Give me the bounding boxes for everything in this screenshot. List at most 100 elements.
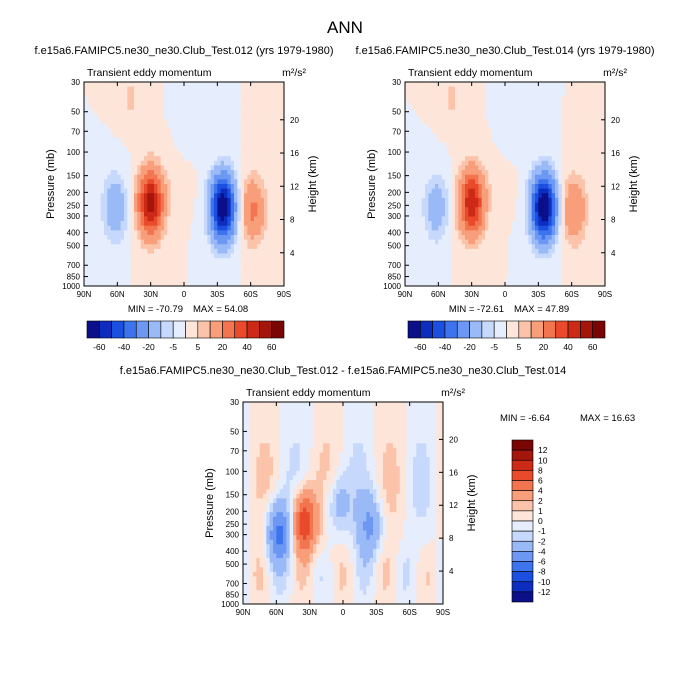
heatmap-cell	[257, 119, 262, 125]
heatmap-cell	[468, 133, 473, 139]
heatmap-cell	[475, 184, 479, 190]
heatmap-cell	[147, 123, 152, 129]
heatmap-cell	[114, 253, 118, 259]
heatmap-cell	[581, 211, 586, 217]
heatmap-cell	[134, 188, 138, 194]
heatmap-cell	[270, 160, 275, 166]
heatmap-cell	[114, 86, 118, 92]
heatmap-cell	[521, 123, 526, 129]
heatmap-cell	[485, 244, 489, 250]
heatmap-cell	[431, 207, 436, 213]
heatmap-cell	[551, 91, 556, 97]
heatmap-cell	[421, 216, 426, 222]
heatmap-cell	[277, 248, 282, 254]
heatmap-cell	[485, 216, 489, 222]
heatmap-cell	[498, 239, 503, 245]
heatmap-cell	[435, 230, 439, 236]
heatmap-cell	[518, 170, 523, 176]
heatmap-cell	[511, 142, 516, 148]
heatmap-cell	[478, 188, 483, 194]
heatmap-cell	[595, 207, 599, 213]
heatmap-cell	[505, 211, 509, 217]
heatmap-cell	[531, 95, 536, 101]
heatmap-cell	[508, 170, 513, 176]
heatmap-cell	[204, 230, 208, 236]
heatmap-cell	[227, 193, 232, 199]
heatmap-cell	[167, 82, 172, 88]
heatmap-cell	[545, 165, 549, 171]
heatmap-cell	[568, 184, 573, 190]
heatmap-cell	[458, 109, 463, 115]
heatmap-cell	[471, 146, 476, 152]
heatmap-cell	[405, 165, 409, 171]
heatmap-cell	[521, 133, 526, 139]
heatmap-cell	[194, 133, 198, 139]
heatmap-cell	[595, 188, 599, 194]
heatmap-cell	[274, 239, 278, 245]
heatmap-cell	[170, 211, 175, 217]
heatmap-cell	[548, 156, 553, 162]
heatmap-cell	[561, 253, 566, 259]
heatmap-cell	[160, 146, 165, 152]
heatmap-cell	[535, 193, 539, 199]
heatmap-cell	[134, 230, 138, 236]
height-tick-label: 8	[290, 216, 295, 225]
heatmap-cell	[591, 142, 596, 148]
heatmap-cell	[197, 235, 202, 241]
heatmap-cell	[120, 179, 125, 185]
heatmap-cell	[157, 184, 162, 190]
heatmap-cell	[240, 202, 245, 208]
heatmap-cell	[140, 156, 145, 162]
heatmap-cell	[411, 119, 416, 125]
heatmap-cell	[595, 151, 599, 157]
heatmap-cell	[274, 128, 278, 134]
heatmap-cell	[431, 109, 436, 115]
heatmap-cell	[280, 109, 285, 115]
heatmap-cell	[601, 244, 606, 250]
heatmap-cell	[124, 170, 128, 176]
heatmap-cell	[438, 174, 443, 180]
heatmap-cell	[458, 221, 463, 227]
heatmap-cell	[187, 91, 192, 97]
heatmap-cell	[458, 86, 463, 92]
heatmap-cell	[240, 276, 245, 282]
heatmap-cell	[144, 230, 148, 236]
heatmap-cell	[197, 202, 202, 208]
heatmap-cell	[598, 207, 603, 213]
heatmap-cell	[170, 184, 175, 190]
heatmap-cell	[197, 253, 202, 259]
heatmap-cell	[455, 225, 459, 231]
heatmap-cell	[578, 114, 583, 120]
heatmap-cell	[515, 128, 519, 134]
heatmap-cell	[247, 258, 252, 264]
heatmap-cell	[154, 272, 158, 278]
heatmap-cell	[127, 151, 132, 157]
heatmap-cell	[548, 184, 553, 190]
heatmap-cell	[134, 276, 138, 282]
heatmap-cell	[90, 179, 95, 185]
heatmap-cell	[555, 137, 559, 143]
heatmap-cell	[481, 244, 486, 250]
heatmap-cell	[160, 221, 165, 227]
heatmap-cell	[508, 253, 513, 259]
heatmap-cell	[561, 109, 566, 115]
heatmap-cell	[545, 211, 549, 217]
heatmap-cell	[237, 109, 242, 115]
heatmap-cell	[471, 244, 476, 250]
heatmap-cell	[475, 165, 479, 171]
heatmap-cell	[120, 146, 125, 152]
heatmap-cell	[405, 207, 409, 213]
heatmap-cell	[280, 262, 285, 268]
heatmap-cell	[207, 221, 212, 227]
heatmap-cell	[405, 151, 409, 157]
heatmap-cell	[468, 230, 473, 236]
heatmap-cell	[441, 197, 446, 203]
heatmap-cell	[190, 119, 195, 125]
heatmap-cell	[227, 86, 232, 92]
heatmap-cell	[491, 100, 496, 106]
heatmap-cell	[177, 235, 182, 241]
heatmap-cell	[555, 114, 559, 120]
heatmap-cell	[468, 248, 473, 254]
heatmap-cell	[100, 267, 105, 273]
heatmap-cell	[140, 105, 145, 111]
